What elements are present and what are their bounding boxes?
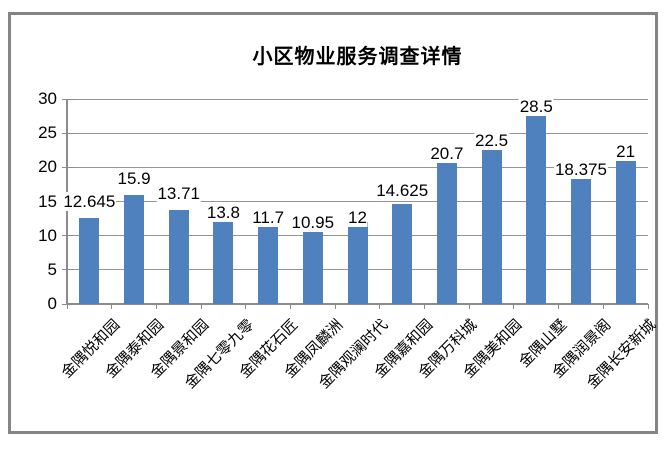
bar-value-label: 15.9: [116, 169, 152, 189]
bar: [347, 222, 368, 304]
bar-value-label: 11.7: [251, 208, 286, 228]
bar: [481, 150, 502, 304]
x-axis-tick: [155, 304, 157, 309]
x-axis-tick: [334, 304, 336, 309]
bar-value-label: 13.8: [205, 202, 241, 222]
x-axis-tick: [245, 304, 247, 309]
bar: [168, 210, 189, 304]
x-axis-tick: [647, 304, 649, 309]
y-axis-tick: [62, 269, 74, 271]
y-axis-tick: [62, 98, 74, 100]
x-axis-tick: [66, 304, 68, 309]
bar-value-label: 20.7: [429, 143, 465, 163]
chart-title: 小区物业服务调查详情: [252, 46, 463, 68]
bar-value-label: 28.5: [518, 97, 554, 117]
bar: [258, 224, 279, 304]
y-axis-tick-label: 0: [47, 294, 57, 313]
bar-value-label: 22.5: [474, 131, 510, 151]
bar-value-label: 10.95: [290, 213, 336, 233]
bar: [436, 162, 457, 304]
x-axis-tick: [424, 304, 426, 309]
y-axis-tick: [62, 166, 74, 168]
x-axis-tick: [289, 304, 291, 309]
bar: [124, 195, 145, 304]
bar: [213, 209, 234, 304]
bar-value-label: 14.625: [375, 181, 430, 201]
gridline: [67, 98, 648, 100]
bar-value-label: 18.375: [553, 160, 608, 180]
x-axis-tick: [111, 304, 113, 309]
y-axis-tick-label: 20: [38, 157, 57, 177]
x-axis-line: [66, 303, 648, 305]
x-axis-tick: [558, 304, 560, 309]
gridline: [67, 132, 648, 134]
y-axis-tick-label: 10: [38, 225, 57, 245]
gridline: [67, 166, 648, 168]
x-axis-tick: [468, 304, 470, 309]
bar-value-label: 21: [615, 141, 637, 161]
bar: [526, 109, 547, 304]
bar: [79, 217, 100, 304]
bar: [392, 204, 413, 304]
bar: [615, 160, 636, 304]
y-axis-tick-label: 15: [38, 191, 57, 211]
x-axis-tick: [379, 304, 381, 309]
y-axis-tick: [62, 235, 74, 237]
x-axis-tick: [200, 304, 202, 309]
y-axis-tick: [62, 132, 74, 134]
y-axis-tick-label: 5: [47, 259, 57, 279]
y-axis-tick-label: 30: [38, 89, 57, 108]
bar: [570, 178, 591, 304]
x-axis-tick: [602, 304, 604, 309]
bar-value-label: 13.71: [156, 184, 201, 204]
y-axis-tick-label: 25: [38, 123, 57, 143]
gridline: [67, 201, 648, 202]
x-axis-tick: [513, 304, 515, 309]
bar-value-label: 12.645: [62, 191, 117, 211]
bar: [302, 229, 323, 304]
bar-value-label: 12: [347, 208, 368, 227]
